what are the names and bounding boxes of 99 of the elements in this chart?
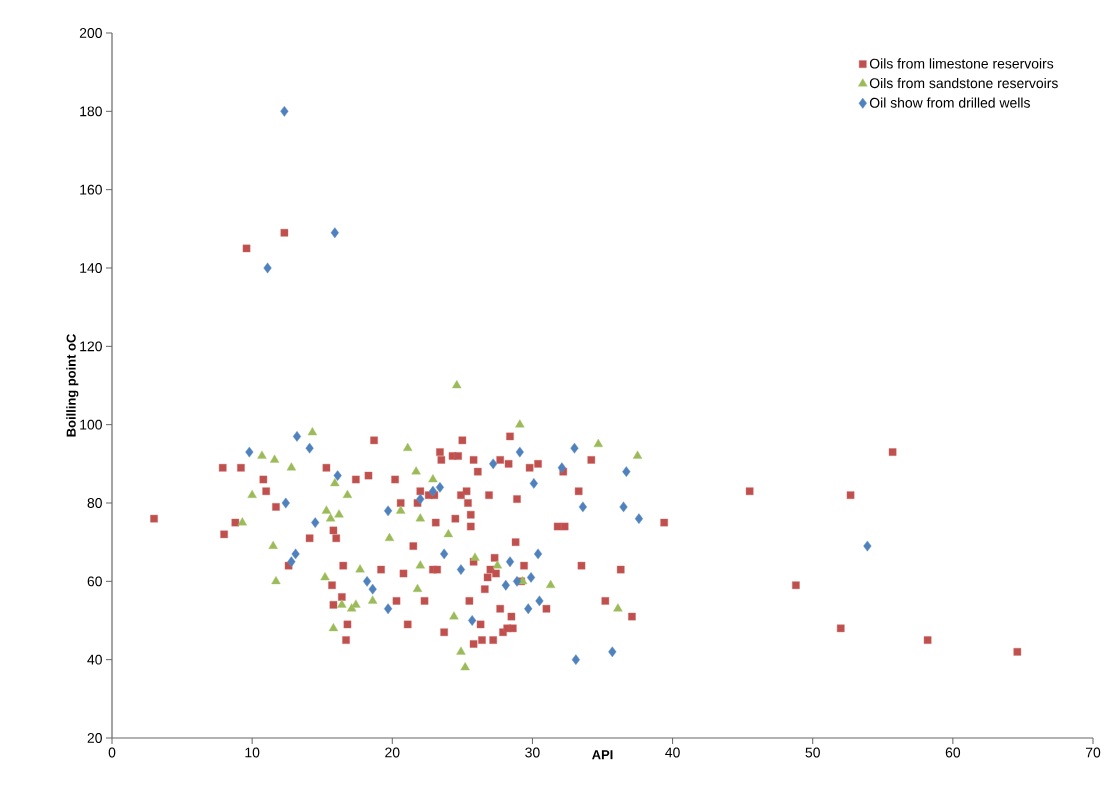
point (403, 442, 413, 451)
y-tick-label: 60 (87, 576, 102, 587)
x-tick-label: 50 (805, 747, 820, 758)
x-tick-label: 60 (945, 747, 961, 758)
point (257, 450, 267, 459)
point (501, 579, 510, 591)
point (545, 579, 556, 589)
point (328, 622, 339, 632)
x-tick-label: 20 (385, 747, 400, 758)
y-tick-label: 120 (80, 341, 102, 352)
point (330, 478, 340, 487)
legend-label: Oils from limestone reservoirs (869, 58, 1054, 69)
point (351, 599, 361, 608)
legend-label: Oil show from drilled wells (869, 97, 1030, 108)
point (411, 466, 421, 475)
point (415, 560, 426, 569)
x-axis-title: API (592, 750, 613, 760)
point (863, 540, 872, 552)
point (535, 595, 544, 607)
x-tick-label: 10 (245, 747, 260, 758)
point (608, 646, 617, 658)
point (489, 458, 498, 470)
point (292, 431, 302, 442)
point (334, 509, 344, 518)
point (291, 548, 300, 560)
point (515, 419, 525, 428)
x-tick-label: 40 (665, 747, 680, 758)
point (456, 564, 466, 575)
point (325, 513, 336, 522)
point (505, 556, 515, 568)
point (622, 466, 631, 478)
point (524, 603, 533, 615)
point (613, 603, 623, 612)
point (593, 438, 603, 448)
point (533, 548, 543, 560)
y-tick-label: 40 (87, 654, 102, 665)
point (634, 513, 644, 525)
point (456, 646, 466, 655)
legend-label: Oils from sandstone reservoirs (869, 77, 1058, 89)
point (428, 485, 438, 497)
point (529, 478, 538, 489)
x-tick-label: 70 (1085, 747, 1101, 758)
point (383, 603, 393, 615)
y-tick-label: 20 (87, 733, 102, 743)
point (440, 548, 449, 560)
point (305, 442, 314, 454)
point (368, 583, 377, 595)
point (449, 611, 459, 620)
point (384, 532, 395, 542)
point (337, 599, 347, 608)
point (412, 583, 423, 592)
y-tick-label: 80 (87, 498, 102, 508)
y-tick-label: 140 (80, 263, 102, 273)
point (362, 575, 372, 587)
point (321, 505, 332, 514)
point (512, 575, 522, 587)
point (333, 470, 342, 481)
point (492, 560, 503, 569)
y-tick-label: 100 (80, 419, 102, 430)
point (245, 446, 254, 458)
point (571, 654, 580, 666)
point (269, 454, 280, 463)
point (383, 505, 393, 517)
point (460, 662, 470, 671)
x-tick-label: 0 (108, 747, 116, 758)
point (396, 505, 406, 514)
point (515, 446, 524, 458)
point (452, 380, 462, 389)
point (415, 513, 426, 522)
point (320, 572, 330, 581)
point (526, 572, 536, 583)
x-tick-label: 30 (525, 747, 540, 758)
point (578, 501, 587, 513)
point (268, 540, 278, 549)
point (443, 528, 454, 538)
point (286, 462, 297, 471)
point (342, 489, 353, 498)
point (271, 575, 281, 585)
point (619, 501, 628, 513)
point (247, 489, 257, 498)
point (428, 474, 438, 483)
point (355, 564, 365, 573)
y-tick-label: 180 (80, 106, 102, 117)
point (237, 517, 248, 526)
y-tick-label: 200 (79, 28, 102, 38)
point (435, 481, 445, 493)
point (280, 105, 289, 117)
point (263, 262, 272, 274)
point (307, 427, 318, 436)
point (632, 450, 643, 459)
point (311, 517, 320, 528)
y-tick-label: 160 (80, 184, 102, 195)
point (557, 462, 566, 474)
point (468, 615, 477, 626)
point (281, 497, 290, 509)
point (330, 227, 339, 239)
point (367, 595, 378, 604)
y-axis-title: Boilling point oC (66, 334, 79, 437)
point (570, 442, 579, 454)
